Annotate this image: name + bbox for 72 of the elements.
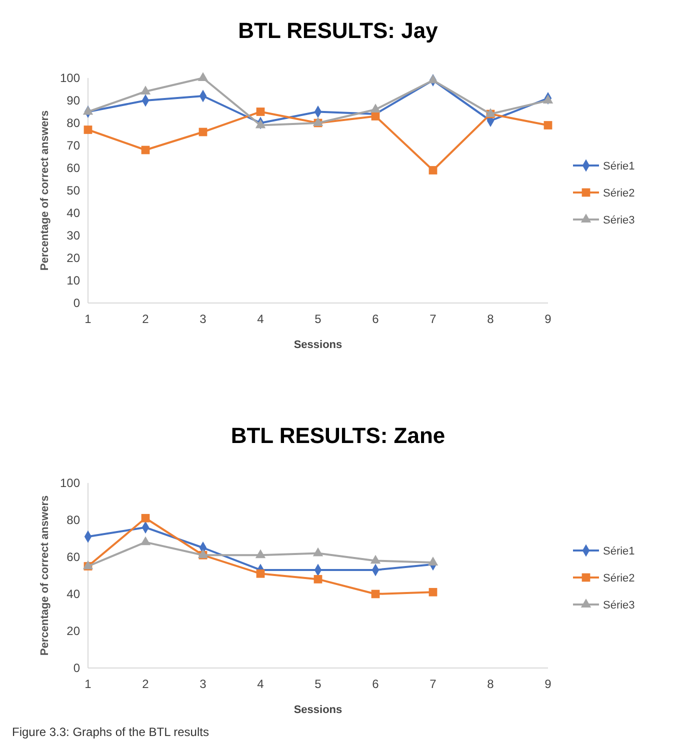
point	[82, 106, 94, 115]
y-tick-label: 50	[66, 184, 80, 198]
point	[428, 74, 438, 84]
y-tick-label: 60	[66, 550, 80, 564]
x-tick-label: 3	[200, 677, 207, 691]
point	[256, 108, 265, 116]
x-tick-label: 6	[372, 677, 380, 691]
legend-label: Série3	[603, 599, 635, 612]
point	[140, 536, 151, 546]
point	[370, 104, 381, 112]
y-tick-label: 40	[66, 206, 80, 220]
legend-label: Série1	[603, 160, 635, 172]
point	[371, 112, 380, 120]
y-tick-label: 30	[66, 228, 80, 243]
x-tick-label: 9	[544, 312, 552, 326]
point	[542, 94, 554, 104]
x-axis-title: Sessions	[294, 339, 342, 351]
y-tick-label: 40	[66, 587, 80, 602]
legend-label: Série1	[603, 545, 635, 558]
chart-title: BTL RESULTS: Zane	[230, 423, 446, 448]
legend-label: Série2	[603, 572, 635, 584]
point	[428, 588, 438, 596]
y-tick-label: 10	[66, 274, 80, 288]
x-axis-title: Sessions	[294, 704, 342, 716]
x-tick-label: 4	[257, 677, 264, 691]
y-tick-label: 100	[60, 71, 80, 86]
point	[198, 72, 208, 81]
point	[198, 128, 208, 136]
point	[256, 569, 265, 578]
x-tick-label: 3	[200, 312, 207, 326]
legend-label: Série3	[603, 214, 635, 226]
point	[314, 575, 322, 584]
x-tick-label: 5	[314, 312, 322, 326]
y-tick-label: 20	[66, 624, 80, 638]
point	[428, 556, 438, 566]
y-tick-label: 70	[66, 138, 80, 153]
y-tick-label: 0	[73, 296, 80, 310]
x-tick-label: 9	[544, 677, 552, 691]
x-tick-label: 4	[257, 312, 264, 326]
x-tick-label: 7	[430, 677, 437, 691]
y-axis-title: Percentage of correct answers	[39, 110, 51, 271]
y-tick-label: 0	[73, 661, 80, 676]
point	[255, 119, 266, 128]
point	[544, 121, 552, 130]
x-tick-label: 1	[84, 677, 92, 691]
x-tick-label: 5	[314, 677, 322, 691]
chart-title: BTL RESULTS: Jay	[238, 18, 439, 43]
caption: Figure 3.3: Graphs of the BTL results	[12, 725, 209, 739]
point	[141, 514, 150, 522]
x-tick-label: 8	[487, 312, 494, 326]
y-tick-label: 100	[60, 476, 80, 490]
x-tick-label: 2	[142, 312, 150, 326]
point	[140, 86, 151, 94]
point	[141, 146, 150, 154]
y-tick-label: 80	[66, 513, 80, 528]
x-tick-label: 7	[430, 312, 437, 326]
point	[255, 549, 266, 558]
y-tick-label: 90	[66, 94, 80, 108]
point	[371, 590, 380, 598]
y-axis-title: Percentage of correct answers	[39, 495, 51, 656]
y-tick-label: 60	[66, 161, 80, 176]
point	[428, 166, 438, 174]
y-tick-label: 20	[66, 251, 80, 266]
point	[312, 547, 324, 556]
point	[370, 554, 381, 564]
legend-label: Série2	[603, 187, 635, 200]
point	[84, 126, 92, 134]
x-tick-label: 8	[487, 677, 494, 691]
x-tick-label: 6	[372, 312, 380, 326]
x-tick-label: 1	[84, 312, 92, 326]
y-tick-label: 80	[66, 116, 80, 130]
x-tick-label: 2	[142, 677, 150, 691]
